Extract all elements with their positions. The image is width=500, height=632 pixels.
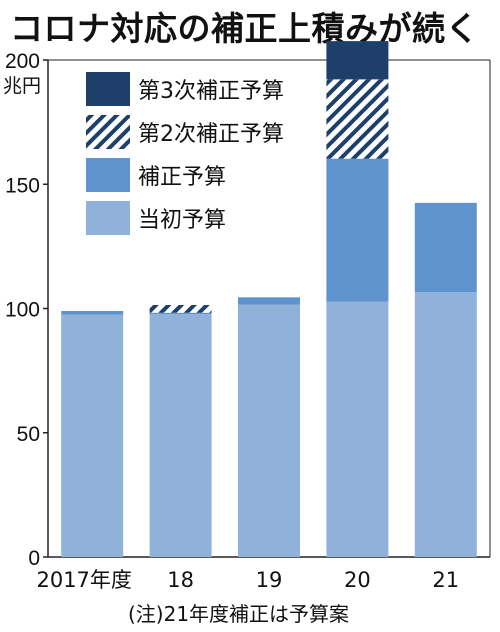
x-tick-label: 2017年度 [36,568,131,592]
legend-label: 当初予算 [138,208,226,233]
bar-segment [149,312,212,315]
chart-title: コロナ対応の補正上積みが続く [10,9,479,48]
y-tick-label: 50 [17,423,40,446]
bar-segment [149,314,212,557]
bar-segment [326,41,389,80]
legend-label: 第2次補正予算 [138,122,284,147]
y-tick-label: 0 [28,547,40,570]
y-tick-label: 150 [5,174,40,197]
y-tick-label: 200 [5,50,40,73]
bar-segment [61,314,124,557]
legend-label: 第3次補正予算 [138,79,284,104]
bar-segment [326,301,389,557]
bar-segment [414,202,477,293]
footnote: (注)21年度補正は予算案 [128,602,350,626]
bar-segment [326,158,389,302]
bar-segment [238,304,300,557]
y-axis-unit: 兆円 [3,75,41,97]
bar-segment [414,292,477,557]
legend-swatch [86,115,130,149]
legend-swatch [86,158,130,192]
bar-segment [61,310,124,315]
x-tick-label: 18 [167,568,194,592]
x-tick-label: 21 [432,568,459,592]
x-tick-label: 20 [344,568,371,592]
y-tick-label: 100 [5,299,40,322]
legend-label: 補正予算 [138,165,226,190]
bar-segment [326,79,389,159]
x-tick-label: 19 [256,568,283,592]
legend-swatch [86,201,130,235]
bar-segment [149,305,212,313]
bar-segment [238,297,300,305]
legend-swatch [86,72,130,106]
